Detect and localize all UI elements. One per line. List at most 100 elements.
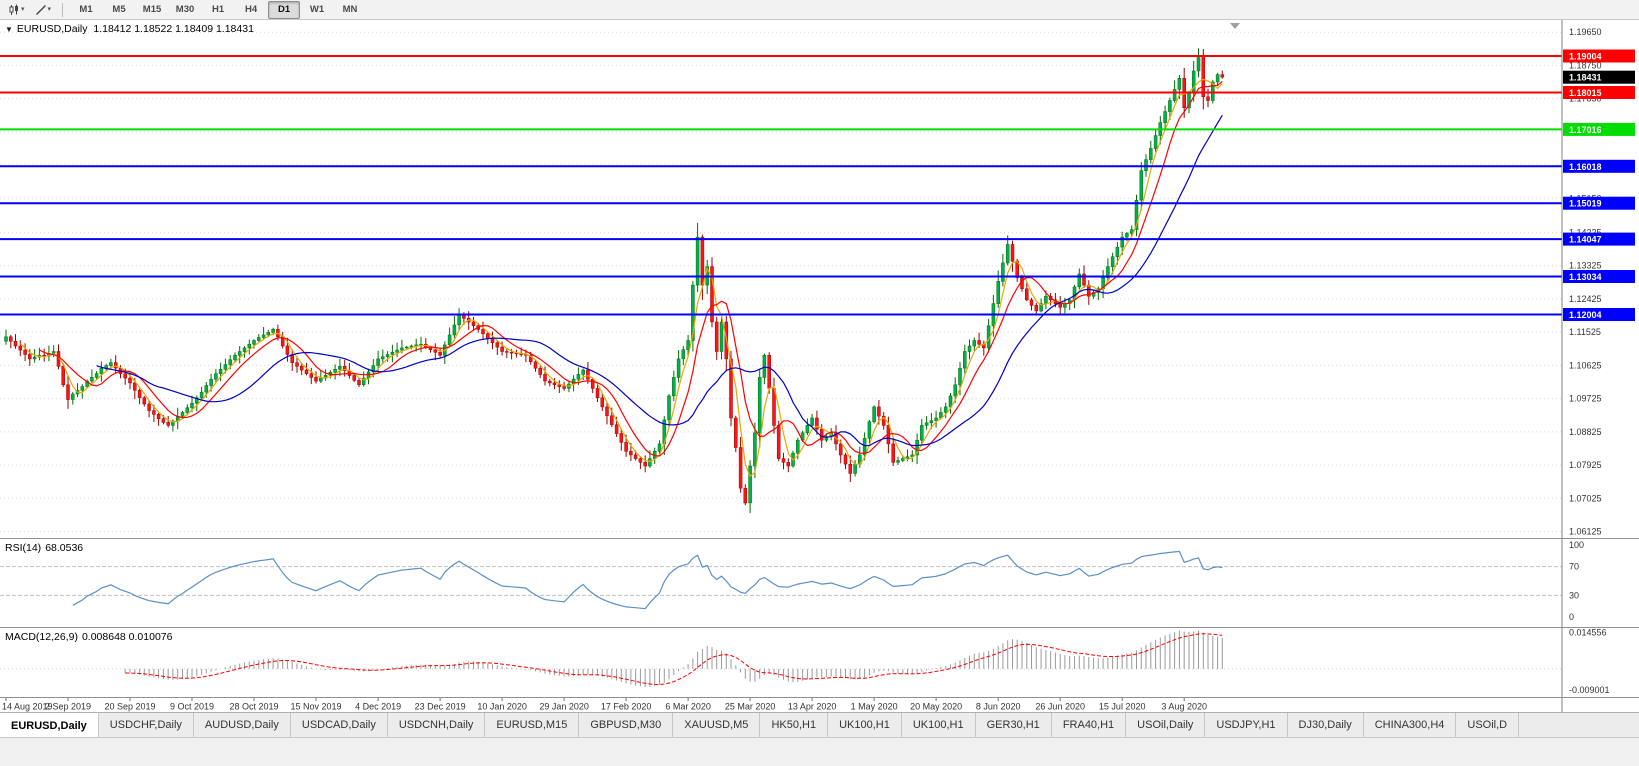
svg-text:30: 30 — [1569, 590, 1579, 600]
svg-text:13 Apr 2020: 13 Apr 2020 — [788, 702, 837, 712]
rsi-canvas[interactable]: 100 70 30 0 — [0, 539, 1639, 628]
chart-tab-dj30-daily[interactable]: DJ30,Daily — [1287, 713, 1364, 737]
chart-tab-ger30-h1[interactable]: GER30,H1 — [975, 713, 1052, 737]
svg-text:1.19650: 1.19650 — [1569, 27, 1602, 37]
rsi-title: RSI(14) 68.0536 — [5, 542, 83, 554]
rsi-indicator-panel[interactable]: 100 70 30 0 RSI(14) 68.0536 — [0, 538, 1639, 628]
timeframe-button-m5[interactable]: M5 — [112, 4, 126, 15]
timeframe-button-w1[interactable]: W1 — [309, 4, 325, 15]
svg-text:26 Jun 2020: 26 Jun 2020 — [1035, 702, 1085, 712]
svg-text:29 Jan 2020: 29 Jan 2020 — [539, 702, 589, 712]
chart-tab-uk100-h1[interactable]: UK100,H1 — [828, 713, 902, 737]
macd-label: MACD(12,26,9) — [5, 631, 78, 643]
svg-text:1.06125: 1.06125 — [1569, 527, 1602, 537]
chart-tab-china300-h4[interactable]: CHINA300,H4 — [1363, 713, 1457, 737]
svg-text:6 Mar 2020: 6 Mar 2020 — [665, 702, 711, 712]
chart-ohlc-label: EURUSD,Daily 1.18412 1.18522 1.18409 1.1… — [16, 23, 254, 35]
svg-text:1.08825: 1.08825 — [1569, 427, 1602, 437]
svg-text:1.18431: 1.18431 — [1569, 73, 1602, 83]
line-studies-button[interactable]: ▾ — [31, 2, 56, 18]
chevron-down-icon: ▾ — [21, 6, 25, 13]
svg-text:1 May 2020: 1 May 2020 — [851, 702, 898, 712]
svg-text:70: 70 — [1569, 562, 1579, 572]
svg-text:1.13034: 1.13034 — [1569, 272, 1602, 282]
svg-text:1.18015: 1.18015 — [1569, 88, 1602, 98]
macd-canvas[interactable]: 0.014556 -0.009001 — [0, 628, 1639, 698]
svg-text:20 Sep 2019: 20 Sep 2019 — [104, 702, 155, 712]
svg-text:-0.009001: -0.009001 — [1569, 685, 1610, 695]
svg-text:8 Jun 2020: 8 Jun 2020 — [976, 702, 1021, 712]
svg-text:1.10625: 1.10625 — [1569, 360, 1602, 370]
macd-indicator-panel[interactable]: 0.014556 -0.009001 MACD(12,26,9) 0.008648 … — [0, 627, 1639, 698]
svg-text:100: 100 — [1569, 540, 1584, 550]
svg-text:1.18750: 1.18750 — [1569, 60, 1602, 70]
svg-text:1.07025: 1.07025 — [1569, 493, 1602, 503]
svg-text:1.11525: 1.11525 — [1569, 327, 1601, 337]
candlestick-chart-icon — [9, 4, 18, 15]
svg-text:1.16018: 1.16018 — [1569, 162, 1602, 172]
svg-text:1.07925: 1.07925 — [1569, 460, 1602, 470]
chevron-down-icon: ▾ — [47, 6, 52, 13]
timeframe-button-h4[interactable]: H4 — [244, 4, 258, 15]
chart-tab-xauusd-m5[interactable]: XAUUSD,M5 — [673, 713, 761, 737]
timeframe-button-m1[interactable]: M1 — [79, 4, 93, 15]
svg-text:1.14047: 1.14047 — [1569, 235, 1602, 245]
svg-text:15 Jul 2020: 15 Jul 2020 — [1099, 702, 1146, 712]
svg-text:0: 0 — [1569, 612, 1574, 622]
svg-text:1.14225: 1.14225 — [1569, 228, 1602, 238]
collapse-arrow-icon[interactable]: ▼ — [5, 24, 13, 34]
chart-tab-usdchf-daily[interactable]: USDCHF,Daily — [98, 713, 194, 737]
chart-tab-usoil-d[interactable]: USOil,D — [1456, 713, 1520, 737]
rsi-label: RSI(14) — [5, 542, 42, 554]
time-axis-canvas[interactable]: 14 Aug 2019 2 Sep 2019 20 Sep 2019 9 Oct 20… — [0, 698, 1639, 713]
chart-tab-eurusd-daily[interactable]: EURUSD,Daily — [0, 713, 99, 737]
svg-text:20 May 2020: 20 May 2020 — [910, 702, 962, 712]
price-chart-panel[interactable]: 1.196501.187501.178501.169501.160501.151… — [0, 20, 1639, 538]
chart-tab-fra40-h1[interactable]: FRA40,H1 — [1051, 713, 1127, 737]
rsi-value: 68.0536 — [45, 542, 84, 554]
svg-text:25 Mar 2020: 25 Mar 2020 — [725, 702, 776, 712]
chart-tab-audusd-daily[interactable]: AUDUSD,Daily — [193, 713, 291, 737]
timeframe-button-group: M1 M5 M15 M30 H1 H4 D1 W1 MN — [70, 0, 366, 19]
svg-text:9 Oct 2019: 9 Oct 2019 — [170, 702, 214, 712]
timeframe-button-m15[interactable]: M15 — [142, 4, 162, 15]
svg-text:1.17016: 1.17016 — [1569, 125, 1602, 135]
svg-text:17 Feb 2020: 17 Feb 2020 — [601, 702, 652, 712]
chart-tab-usoil-daily[interactable]: USOil,Daily — [1126, 713, 1206, 737]
chart-tab-uk100-h1[interactable]: UK100,H1 — [901, 713, 976, 737]
chart-type-button[interactable]: ▾ — [5, 2, 29, 18]
chart-tab-hk50-h1[interactable]: HK50,H1 — [760, 713, 829, 737]
toolbar: ▾ ▾ M1 M5 M15 M30 H1 H4 D1 W1 MN — [0, 0, 1639, 20]
svg-text:0.014556: 0.014556 — [1569, 628, 1607, 638]
trendline-icon — [35, 4, 46, 15]
svg-text:1.13325: 1.13325 — [1569, 261, 1602, 271]
chart-tab-bar: EURUSD,Daily USDCHF,Daily AUDUSD,Daily USDC… — [0, 712, 1639, 737]
chart-tab-eurusd-m15[interactable]: EURUSD,M15 — [485, 713, 580, 737]
svg-text:10 Jan 2020: 10 Jan 2020 — [477, 702, 527, 712]
chart-tab-usdcad-daily[interactable]: USDCAD,Daily — [290, 713, 388, 737]
macd-title: MACD(12,26,9) 0.008648 0.010076 — [5, 631, 172, 643]
timeframe-button-h1[interactable]: H1 — [211, 4, 225, 15]
macd-value: 0.008648 0.010076 — [81, 631, 173, 643]
svg-text:23 Dec 2019: 23 Dec 2019 — [415, 702, 466, 712]
timeframe-button-d1[interactable]: D1 — [268, 0, 301, 19]
svg-text:1.15019: 1.15019 — [1569, 199, 1602, 209]
chart-tab-usdjpy-h1[interactable]: USDJPY,H1 — [1205, 713, 1288, 737]
svg-text:1.12425: 1.12425 — [1569, 294, 1602, 304]
timeframe-button-m30[interactable]: M30 — [175, 4, 195, 15]
status-bar — [0, 737, 1639, 766]
svg-text:28 Oct 2019: 28 Oct 2019 — [229, 702, 278, 712]
timeframe-button-mn[interactable]: MN — [342, 4, 358, 15]
svg-text:14 Aug 2019: 14 Aug 2019 — [2, 702, 53, 712]
svg-text:4 Dec 2019: 4 Dec 2019 — [355, 702, 401, 712]
main-chart-canvas[interactable]: 1.196501.187501.178501.169501.160501.151… — [0, 20, 1639, 538]
time-axis[interactable]: 14 Aug 2019 2 Sep 2019 20 Sep 2019 9 Oct 20… — [0, 697, 1639, 713]
svg-text:15 Nov 2019: 15 Nov 2019 — [290, 702, 341, 712]
svg-text:1.19004: 1.19004 — [1569, 52, 1602, 62]
chart-tab-usdcnh-daily[interactable]: USDCNH,Daily — [387, 713, 486, 737]
svg-text:1.12004: 1.12004 — [1569, 310, 1602, 320]
svg-text:2 Sep 2019: 2 Sep 2019 — [45, 702, 91, 712]
svg-text:3 Aug 2020: 3 Aug 2020 — [1161, 702, 1207, 712]
toolbar-separator — [62, 2, 64, 17]
chart-tab-gbpusd-m30[interactable]: GBPUSD,M30 — [579, 713, 674, 737]
